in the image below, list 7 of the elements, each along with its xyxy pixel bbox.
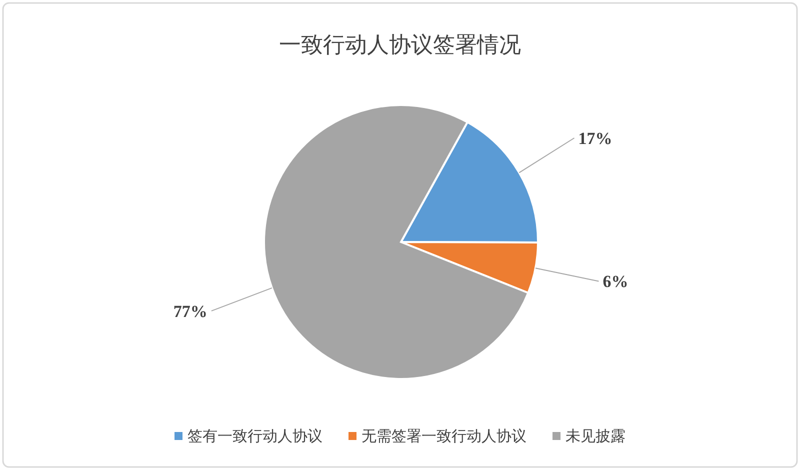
data-label: 77%	[173, 302, 208, 321]
data-label: 6%	[602, 272, 628, 292]
legend-label: 无需签署一致行动人协议	[362, 427, 526, 445]
legend-label: 签有一致行动人协议	[188, 427, 322, 445]
legend-label: 未见披露	[566, 427, 626, 445]
data-label: 17%	[578, 129, 612, 148]
chart-title: 一致行动人协议签署情况	[279, 33, 521, 58]
